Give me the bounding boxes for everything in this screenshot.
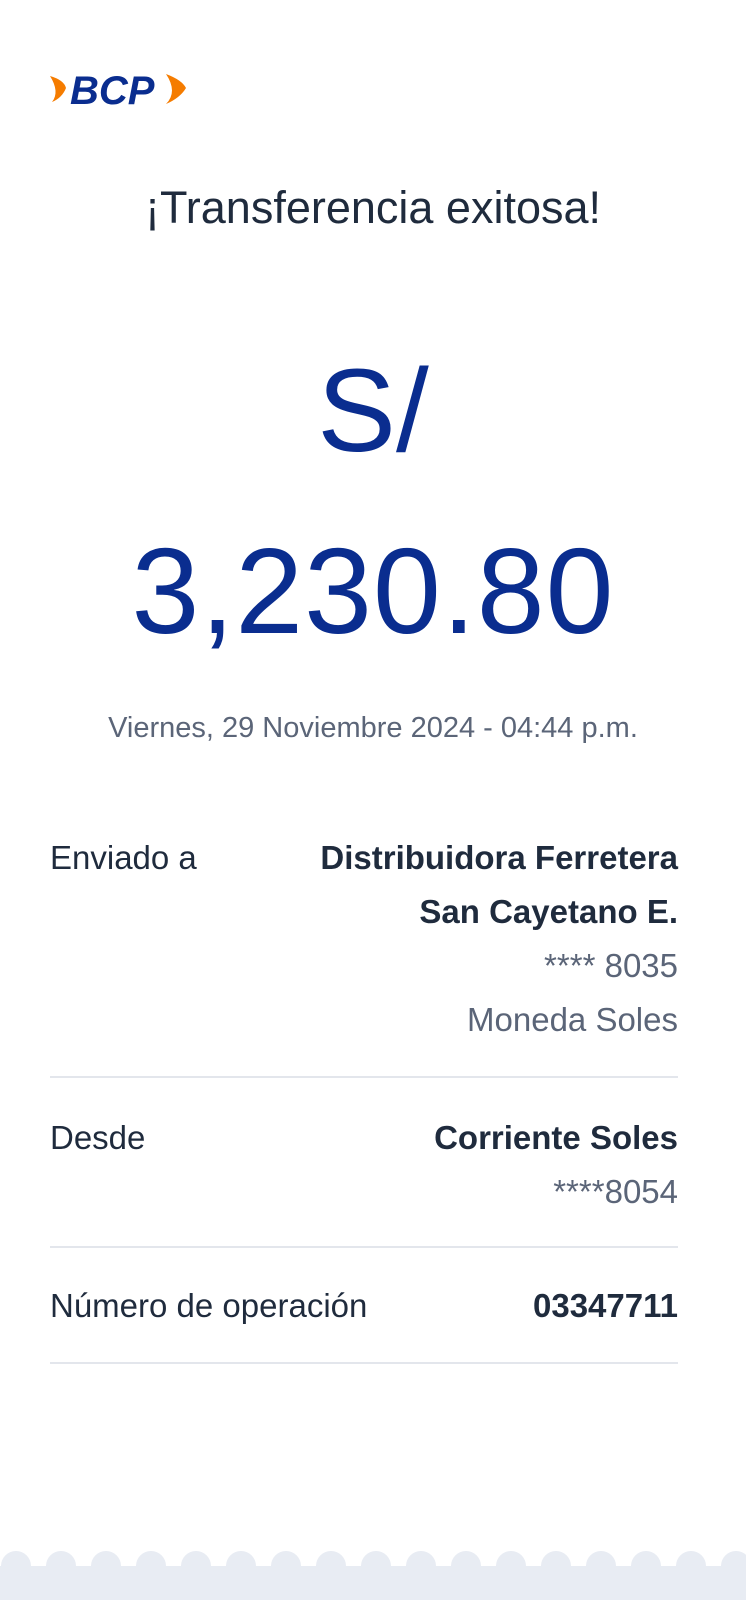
amount-value: 3,230.80	[131, 523, 615, 659]
detail-row-operation: Número de operación 03347711	[50, 1276, 678, 1364]
detail-row-recipient: Enviado a Distribuidora Ferretera San Ca…	[50, 828, 678, 1078]
operation-number: 03347711	[532, 1287, 678, 1324]
detail-row-source: Desde Corriente Soles ****8054	[50, 1108, 678, 1248]
recipient-account: **** 8035	[544, 947, 678, 984]
source-label: Desde	[50, 1119, 146, 1156]
source-account-number: ****8054	[553, 1173, 678, 1210]
amount-currency: S/	[317, 345, 429, 477]
recipient-name-line2: San Cayetano E.	[419, 893, 678, 930]
recipient-label: Enviado a	[50, 839, 197, 876]
success-title: ¡Transferencia exitosa!	[144, 182, 602, 233]
source-account-name: Corriente Soles	[434, 1119, 678, 1156]
receipt-bottom-area	[0, 1566, 746, 1600]
recipient-name-line1: Distribuidora Ferretera	[320, 839, 678, 876]
operation-label: Número de operación	[50, 1287, 368, 1324]
bcp-logo: BCP	[48, 68, 188, 110]
transaction-datetime: Viernes, 29 Noviembre 2024 - 04:44 p.m.	[108, 712, 638, 744]
receipt-scalloped-edge	[1, 1551, 746, 1570]
recipient-currency: Moneda Soles	[467, 1001, 678, 1038]
svg-text:BCP: BCP	[70, 69, 155, 110]
